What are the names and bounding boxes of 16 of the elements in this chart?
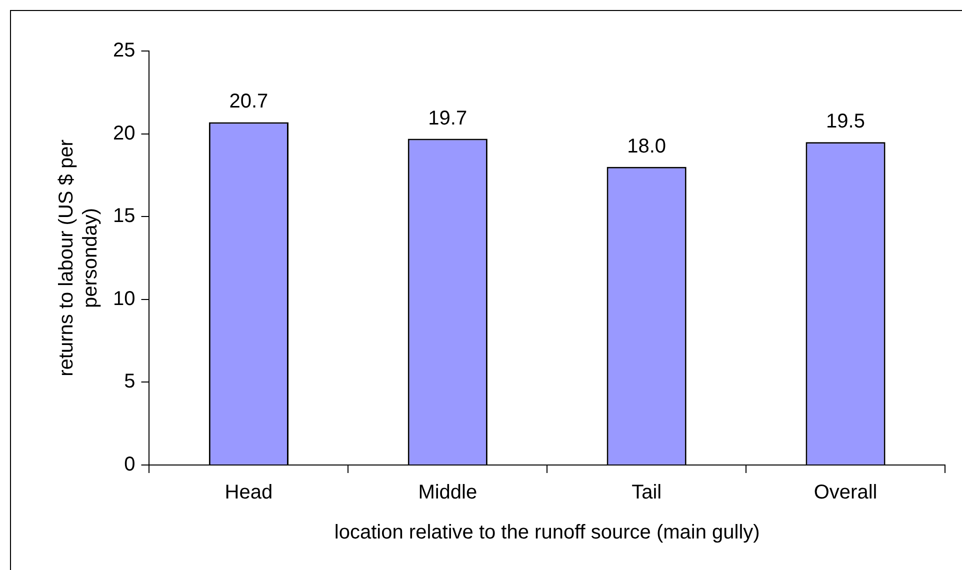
x-tick-label: Middle xyxy=(418,482,478,504)
x-tick-label: Overall xyxy=(814,482,878,504)
x-axis-title: location relative to the runoff source (main gully) xyxy=(334,522,760,544)
y-tick-label: 25 xyxy=(112,40,136,62)
y-tick-label: 15 xyxy=(112,205,136,228)
y-axis-title: returns to labour (US $ per personday) xyxy=(56,139,102,376)
data-label: 20.7 xyxy=(229,90,268,113)
y-tick-label: 20 xyxy=(112,122,136,144)
x-tick-label: Head xyxy=(224,482,273,504)
data-label: 19.5 xyxy=(826,110,865,133)
data-label: 18.0 xyxy=(627,135,666,158)
y-tick-label: 0 xyxy=(124,454,136,476)
x-tick-label: Tail xyxy=(632,482,662,504)
data-label: 19.7 xyxy=(428,107,468,130)
y-tick-label: 10 xyxy=(112,288,136,310)
y-tick-label: 5 xyxy=(124,370,136,393)
